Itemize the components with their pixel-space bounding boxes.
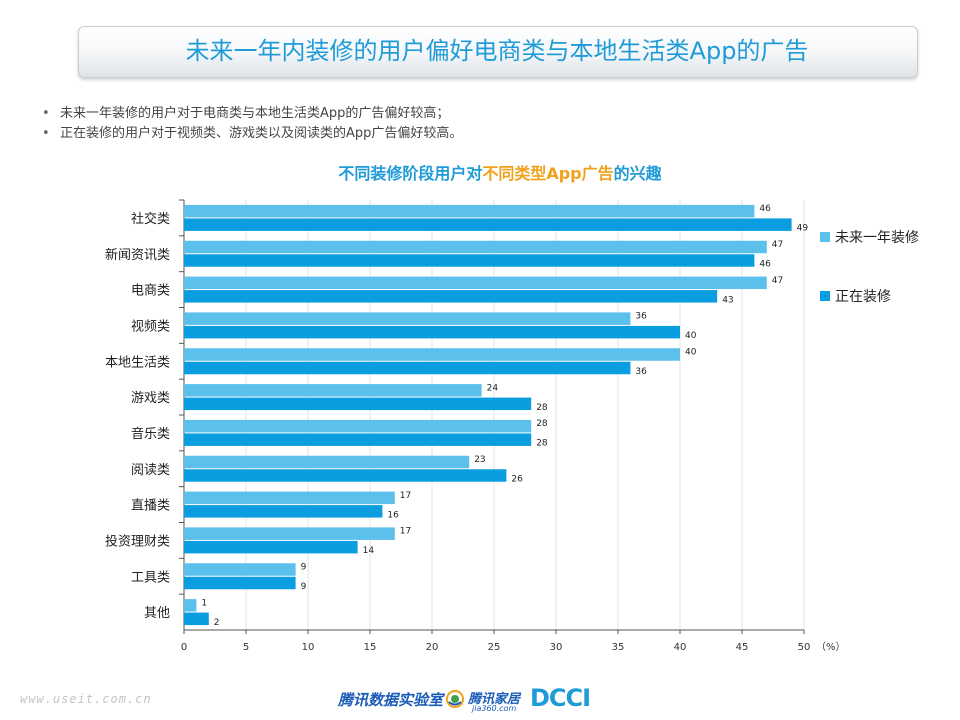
bullet-item: 正在装修的用户对于视频类、游戏类以及阅读类的App广告偏好较高。 xyxy=(40,124,462,144)
bar xyxy=(184,419,532,433)
bar xyxy=(184,218,792,231)
bar xyxy=(184,276,767,290)
x-tick-label: 0 xyxy=(181,642,187,653)
category-label: 其他 xyxy=(144,606,170,621)
bullet-list: 未来一年装修的用户对于电商类与本地生活类App的广告偏好较高； 正在装修的用户对… xyxy=(40,104,462,144)
bar xyxy=(184,204,755,218)
x-tick-label: 20 xyxy=(426,642,439,653)
data-label: 47 xyxy=(772,276,783,286)
category-label: 电商类 xyxy=(131,284,170,299)
data-label: 17 xyxy=(400,527,411,537)
x-tick-label: 35 xyxy=(612,642,625,653)
data-label: 23 xyxy=(474,455,485,465)
chart-title-part: 的兴趣 xyxy=(613,164,662,183)
bar xyxy=(184,469,507,482)
title-banner xyxy=(78,26,918,78)
bar xyxy=(184,312,631,325)
data-label: 28 xyxy=(536,419,548,429)
bar xyxy=(184,290,718,303)
x-tick-label: 45 xyxy=(736,642,749,653)
category-label: 本地生活类 xyxy=(105,355,170,370)
bar xyxy=(184,455,470,469)
x-tick-label: 50 xyxy=(798,642,811,653)
x-tick-label: 10 xyxy=(302,642,315,653)
bar xyxy=(184,397,532,411)
legend-label: 未来一年装修 xyxy=(835,230,919,246)
data-label: 36 xyxy=(635,312,647,322)
x-tick-label: 30 xyxy=(550,642,563,653)
data-label: 9 xyxy=(301,563,307,573)
bar xyxy=(184,348,680,361)
chart-title: 不同装修阶段用户对不同类型App广告的兴趣 xyxy=(0,160,960,184)
data-label: 17 xyxy=(400,491,411,501)
category-label: 直播类 xyxy=(131,499,170,514)
bar xyxy=(184,491,395,505)
legend-swatch xyxy=(820,291,830,301)
x-tick-label: 15 xyxy=(364,642,377,653)
tencent-home-logo: 腾讯家居 xyxy=(468,692,521,707)
data-label: 28 xyxy=(536,403,548,413)
bar xyxy=(184,384,482,397)
x-tick-label: 25 xyxy=(488,642,501,653)
x-unit-label: （%） xyxy=(816,641,846,653)
data-label: 49 xyxy=(797,224,809,234)
bar xyxy=(184,361,631,375)
chart-title-highlight: 不同类型App广告 xyxy=(482,164,614,183)
data-label: 28 xyxy=(536,439,548,449)
bullet-item: 未来一年装修的用户对于电商类与本地生活类App的广告偏好较高； xyxy=(40,104,462,124)
chart-title-part: 不同装修阶段用户对 xyxy=(338,164,483,183)
tencent-data-lab-logo: 腾讯数据实验室 xyxy=(338,691,444,709)
data-label: 40 xyxy=(685,348,697,358)
tencent-home-logo-icon xyxy=(446,690,464,708)
data-label: 40 xyxy=(685,331,697,341)
legend-swatch xyxy=(820,232,830,242)
bar xyxy=(184,240,767,254)
data-label: 43 xyxy=(722,295,733,305)
x-tick-label: 5 xyxy=(243,642,249,653)
category-label: 音乐类 xyxy=(131,426,170,442)
dcci-logo: DCCI xyxy=(530,684,591,712)
data-label: 2 xyxy=(214,618,220,628)
category-label: 视频类 xyxy=(131,319,170,334)
bar xyxy=(184,576,296,590)
bar xyxy=(184,599,197,612)
category-label: 工具类 xyxy=(131,570,170,585)
bar xyxy=(184,254,755,267)
bar xyxy=(184,433,532,446)
data-label: 36 xyxy=(635,367,647,377)
bar xyxy=(184,505,383,518)
data-label: 1 xyxy=(201,598,207,608)
data-label: 47 xyxy=(772,240,783,250)
data-label: 14 xyxy=(363,546,375,556)
data-label: 26 xyxy=(511,475,523,485)
tencent-home-logo-sub: jia360.com xyxy=(472,704,517,713)
category-label: 投资理财类 xyxy=(105,533,170,549)
bar xyxy=(184,563,296,576)
category-label: 社交类 xyxy=(131,211,170,227)
bar xyxy=(184,612,209,626)
category-label: 游戏类 xyxy=(131,391,170,406)
bar xyxy=(184,540,358,554)
x-tick-label: 40 xyxy=(674,642,687,653)
data-label: 9 xyxy=(301,582,307,592)
data-label: 16 xyxy=(387,510,399,520)
data-label: 24 xyxy=(487,383,499,393)
data-label: 46 xyxy=(759,204,771,214)
legend-label: 正在装修 xyxy=(835,289,891,305)
data-label: 46 xyxy=(759,260,771,270)
bar xyxy=(184,325,680,339)
page-title: 未来一年内装修的用户偏好电商类与本地生活类App的广告 xyxy=(185,37,809,65)
bar xyxy=(184,527,395,540)
category-label: 新闻资讯类 xyxy=(105,247,170,263)
category-label: 阅读类 xyxy=(131,463,170,478)
footer-url: www.useit.com.cn xyxy=(20,692,152,706)
